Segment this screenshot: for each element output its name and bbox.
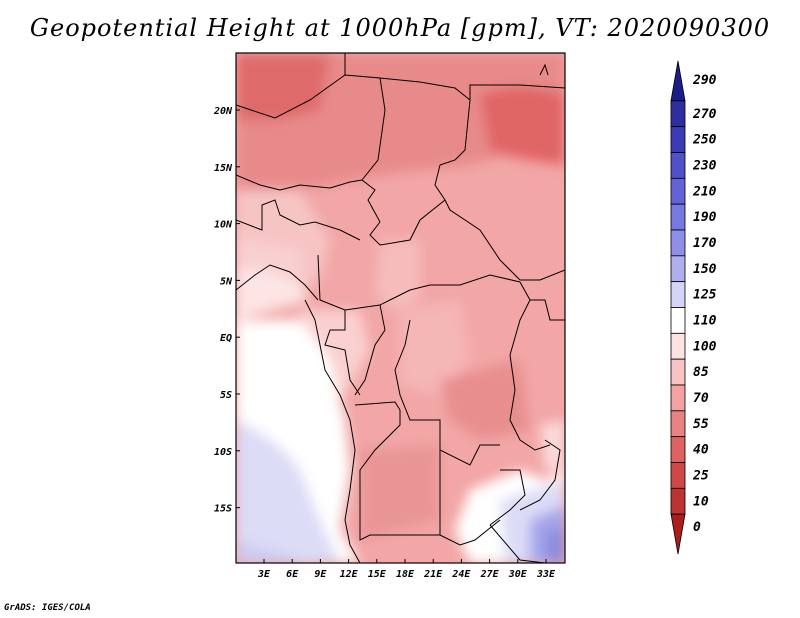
lat-tick-label: 5N (220, 276, 233, 287)
colorbar-swatch (670, 462, 686, 489)
lon-tick-label: 21E (423, 569, 443, 580)
lat-tick-label: 5S (220, 390, 232, 401)
colorbar-swatch (670, 358, 686, 386)
lat-tick-label: 10N (214, 220, 233, 231)
lon-tick-label: 6E (286, 569, 299, 580)
colorbar-swatch (670, 281, 686, 308)
colorbar-swatch (670, 487, 686, 515)
colorbar-label: 125 (693, 288, 717, 303)
colorbar-swatch (670, 100, 686, 128)
map-figure: 3E 6E 9E 12E 15E 18E 21E 24E 27E 30E 33E 20N 15N 10N 5… (213, 52, 717, 580)
lon-tick-label: 24E (451, 569, 471, 580)
colorbar-label: 230 (692, 158, 717, 173)
country-borders (236, 53, 565, 563)
colorbar-label: 85 (693, 365, 709, 380)
map-frame (235, 52, 566, 564)
colorbar-swatch (670, 332, 686, 360)
lon-tick-label: 15E (368, 569, 387, 580)
colorbar-swatch (670, 152, 686, 179)
lon-tick-label: 3E (257, 569, 271, 580)
colorbar-label: 150 (693, 262, 717, 277)
colorbar-label: 210 (692, 184, 717, 199)
colorbar-swatch (670, 203, 686, 231)
chart-title: Geopotential Height at 1000hPa [gpm], VT… (29, 14, 771, 42)
colorbar: 2902702502302101901701501251101008570554… (670, 60, 717, 555)
colorbar-swatch (670, 436, 686, 463)
grads-credit: GrADS: IGES/COLA (4, 603, 91, 613)
lon-tick-label: 18E (396, 569, 415, 580)
lat-tick-label: 15S (214, 504, 232, 515)
axis-ticks: 3E 6E 9E 12E 15E 18E 21E 24E 27E 30E 33E 20N 15N 10N 5… (213, 106, 556, 580)
colorbar-label: 25 (692, 468, 709, 483)
colorbar-swatch (670, 307, 686, 334)
lon-tick-label: 9E (314, 569, 327, 580)
colorbar-label: 190 (693, 210, 717, 225)
colorbar-label: 290 (692, 73, 717, 88)
lat-tick-label: 20N (213, 106, 233, 117)
colorbar-label: 170 (693, 236, 717, 251)
colorbar-label: 70 (693, 391, 709, 406)
lon-tick-label: 30E (508, 569, 528, 580)
colorbar-swatch (670, 177, 686, 205)
lon-tick-label: 33E (536, 569, 556, 580)
lon-tick-label: 12E (340, 569, 359, 580)
colorbar-label: 110 (693, 313, 717, 328)
colorbar-swatch (670, 255, 686, 283)
lat-tick-label: EQ (220, 333, 232, 344)
map-field (236, 53, 565, 563)
colorbar-swatch (670, 410, 686, 438)
colorbar-label: 10 (693, 494, 709, 509)
colorbar-swatch (670, 229, 686, 257)
colorbar-swatch (670, 384, 686, 412)
colorbar-label: 0 (693, 520, 701, 535)
colorbar-label: 270 (692, 107, 717, 122)
colorbar-swatch (670, 126, 686, 153)
colorbar-swatch (670, 513, 686, 555)
colorbar-label: 40 (693, 443, 709, 458)
colorbar-swatch (670, 60, 686, 102)
colorbar-label: 100 (693, 339, 717, 354)
colorbar-label: 250 (692, 133, 717, 148)
colorbar-label: 55 (693, 417, 709, 432)
lon-tick-label: 27E (480, 569, 500, 580)
lat-tick-label: 15N (214, 163, 233, 174)
lat-tick-label: 10S (214, 447, 232, 458)
